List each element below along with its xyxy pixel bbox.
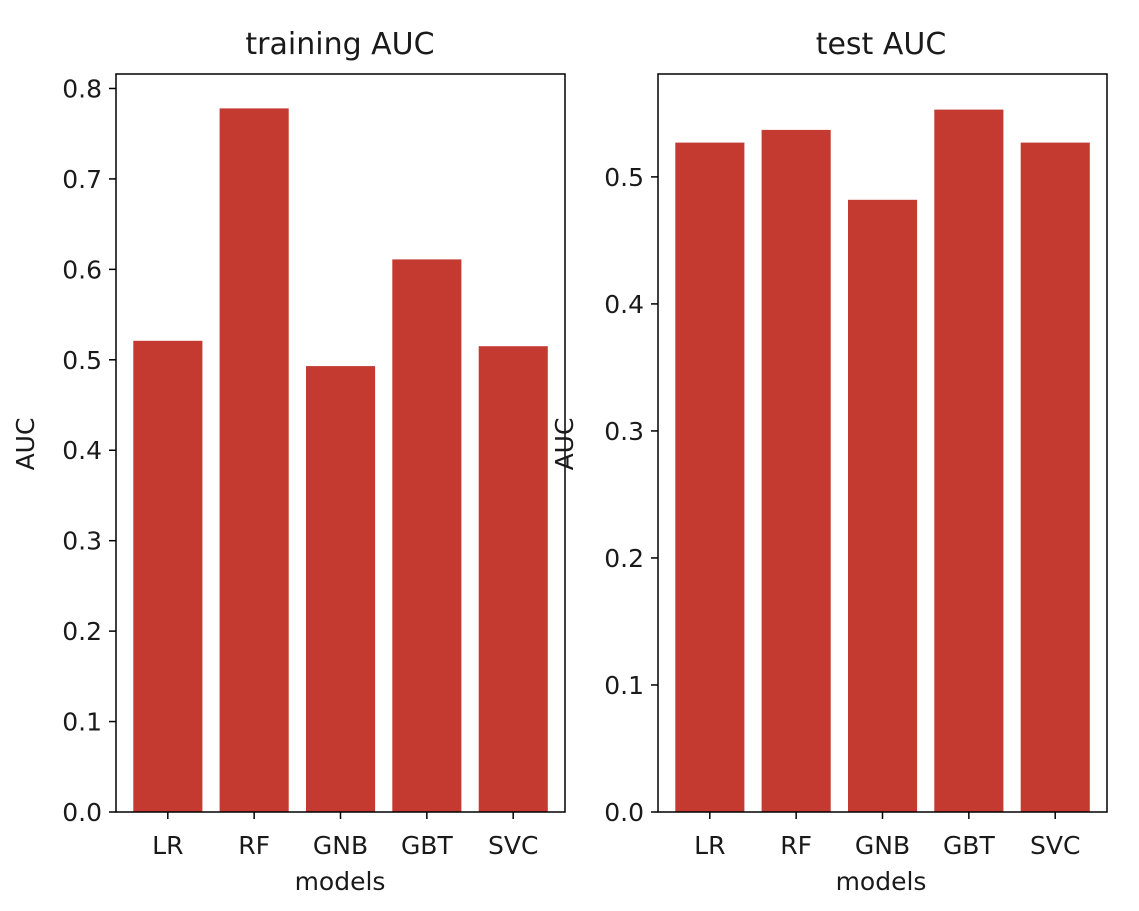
y-tick-label: 0.5	[62, 346, 102, 375]
y-tick-label: 0.2	[62, 617, 102, 646]
x-tick-label: LR	[694, 831, 725, 860]
y-axis-label: AUC	[550, 418, 579, 471]
bar-lr	[133, 340, 203, 812]
bar-rf	[219, 108, 289, 812]
y-tick-label: 0.3	[62, 527, 102, 556]
x-tick-label: LR	[152, 831, 183, 860]
y-tick-label: 0.1	[62, 708, 102, 737]
plot-frame	[657, 73, 1108, 813]
x-tick-label: GBT	[943, 831, 996, 860]
plot-frame	[115, 73, 566, 813]
y-axis-ticks: 0.0 0.1 0.2 0.3 0.4 0.5 0.6 0.7 0.8	[62, 74, 116, 827]
y-tick-label: 0.8	[62, 74, 102, 103]
bar-svc	[478, 346, 548, 812]
y-axis-ticks: 0.0 0.1 0.2 0.3 0.4 0.5	[604, 163, 658, 827]
bar-gbt	[392, 259, 462, 812]
bar-series	[675, 109, 1090, 813]
bar-lr	[675, 142, 745, 813]
bar-rf	[761, 129, 831, 812]
chart-title: training AUC	[245, 27, 434, 62]
x-axis-label: models	[295, 867, 386, 896]
bar-gnb	[848, 199, 918, 813]
bar-gnb	[306, 366, 376, 812]
x-tick-label: SVC	[488, 831, 538, 860]
x-axis-ticks: LR RF GNB GBT SVC	[694, 812, 1080, 860]
y-tick-label: 0.0	[62, 798, 102, 827]
y-tick-label: 0.5	[604, 163, 644, 192]
bar-svc	[1020, 142, 1090, 813]
chart-title: test AUC	[816, 27, 947, 62]
bar-series	[133, 108, 548, 812]
y-axis-label: AUC	[11, 418, 40, 471]
x-tick-label: RF	[780, 831, 812, 860]
y-tick-label: 0.7	[62, 165, 102, 194]
y-tick-label: 0.0	[604, 798, 644, 827]
y-tick-label: 0.4	[62, 436, 102, 465]
y-tick-label: 0.2	[604, 544, 644, 573]
x-tick-label: RF	[238, 831, 270, 860]
x-tick-label: SVC	[1030, 831, 1080, 860]
y-tick-label: 0.3	[604, 417, 644, 446]
test-auc-chart: test AUC AUC models LR RF GNB GBT SVC 0.0 0.1…	[550, 27, 1108, 896]
x-tick-label: GNB	[855, 831, 910, 860]
y-tick-label: 0.1	[604, 671, 644, 700]
x-tick-label: GNB	[313, 831, 368, 860]
training-auc-chart: training AUC AUC models LR RF GNB GBT SVC 0.…	[11, 27, 566, 896]
x-axis-label: models	[836, 867, 927, 896]
y-tick-label: 0.4	[604, 290, 644, 319]
bar-gbt	[934, 109, 1004, 813]
y-tick-label: 0.6	[62, 255, 102, 284]
x-tick-label: GBT	[401, 831, 454, 860]
x-axis-ticks: LR RF GNB GBT SVC	[152, 812, 538, 860]
